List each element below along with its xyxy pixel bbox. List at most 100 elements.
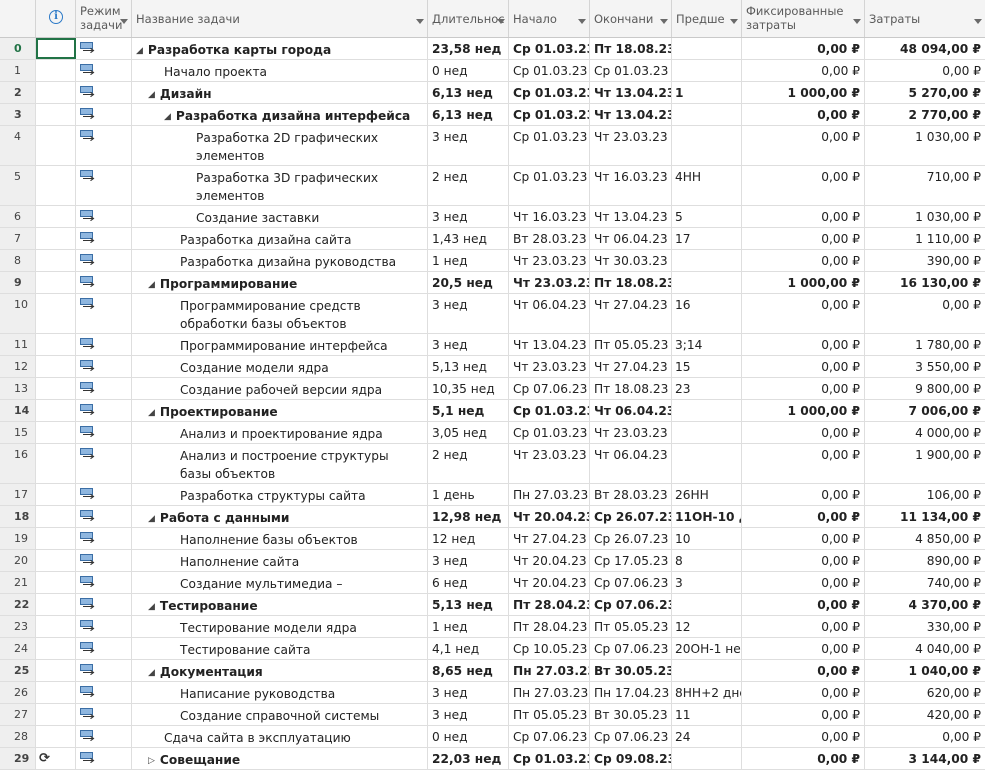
cost-cell[interactable]: 0,00 ₽	[942, 298, 981, 312]
finish-cell[interactable]: Ср 26.07.23	[590, 506, 672, 527]
cost-cell[interactable]: 890,00 ₽	[926, 554, 981, 568]
indicator-cell[interactable]	[36, 378, 76, 399]
start-cell[interactable]: Ср 01.03.23	[509, 82, 590, 103]
predecessors-cell[interactable]: 3;14	[672, 334, 742, 355]
finish-cell[interactable]: Пт 05.05.23	[590, 616, 672, 637]
task-mode-cell[interactable]	[76, 506, 132, 527]
task-row[interactable]: 20 Наполнение сайта 3 нед Чт 20.04.23 Ср 17.…	[0, 550, 985, 572]
task-name-cell[interactable]: Программирование интерфейса	[132, 334, 428, 355]
task-name-cell[interactable]: ◢ Работа с данными	[132, 506, 428, 527]
duration-cell[interactable]: 22,03 нед	[428, 748, 509, 769]
task-row[interactable]: 16 Анализ и построение структуры базы объ…	[0, 444, 985, 484]
duration-cell[interactable]: 2 нед	[428, 444, 509, 483]
fixed-cost-cell[interactable]: 1 000,00 ₽	[742, 400, 865, 421]
task-mode-cell[interactable]	[76, 166, 132, 205]
duration-cell[interactable]: 5,13 нед	[428, 594, 509, 615]
dropdown-arrow-icon[interactable]	[497, 19, 505, 24]
task-row[interactable]: 1 Начало проекта 0 нед Ср 01.03.23 Ср 01.03.…	[0, 60, 985, 82]
task-name-cell[interactable]: Разработка структуры сайта	[132, 484, 428, 505]
start-cell[interactable]: Пн 27.03.23	[509, 660, 590, 681]
indicator-cell[interactable]	[36, 682, 76, 703]
finish-cell[interactable]: Чт 27.04.23	[590, 294, 672, 333]
task-mode-cell[interactable]	[76, 638, 132, 659]
task-mode-cell[interactable]	[76, 748, 132, 769]
task-row[interactable]: 13 Создание рабочей версии ядра 10,35 нед С…	[0, 378, 985, 400]
row-id[interactable]: 2	[0, 82, 36, 103]
predecessors-cell[interactable]: 3	[672, 572, 742, 593]
task-name-cell[interactable]: Сдача сайта в эксплуатацию	[132, 726, 428, 747]
duration-cell[interactable]: 12 нед	[428, 528, 509, 549]
task-name-cell[interactable]: Создание заставки	[132, 206, 428, 227]
indicator-cell[interactable]	[36, 60, 76, 81]
start-cell[interactable]: Чт 16.03.23	[509, 206, 590, 227]
fixed-cost-cell[interactable]: 0,00 ₽	[742, 748, 865, 769]
dropdown-arrow-icon[interactable]	[578, 19, 586, 24]
duration-cell[interactable]: 6,13 нед	[428, 104, 509, 125]
indicator-cell[interactable]	[36, 528, 76, 549]
duration-cell[interactable]: 10,35 нед	[428, 378, 509, 399]
start-cell[interactable]: Чт 27.04.23	[509, 528, 590, 549]
task-row[interactable]: 4 Разработка 2D графических элементов 3 не…	[0, 126, 985, 166]
task-row[interactable]: 14 ◢ Проектирование 5,1 нед Ср 01.03.23 Чт 06…	[0, 400, 985, 422]
indicator-cell[interactable]	[36, 422, 76, 443]
finish-cell[interactable]: Чт 23.03.23	[590, 126, 672, 165]
task-mode-cell[interactable]	[76, 334, 132, 355]
start-cell[interactable]: Чт 13.04.23	[509, 334, 590, 355]
task-mode-cell[interactable]	[76, 550, 132, 571]
indicator-cell[interactable]	[36, 616, 76, 637]
predecessors-cell[interactable]: 5	[672, 206, 742, 227]
fixed-cost-cell[interactable]: 0,00 ₽	[742, 228, 865, 249]
row-id[interactable]: 9	[0, 272, 36, 293]
dropdown-arrow-icon[interactable]	[730, 19, 738, 24]
cost-cell[interactable]: 4 850,00 ₽	[915, 532, 981, 546]
row-id[interactable]: 14	[0, 400, 36, 421]
fixed-cost-cell[interactable]: 0,00 ₽	[742, 704, 865, 725]
indicator-cell[interactable]	[36, 484, 76, 505]
row-id[interactable]: 3	[0, 104, 36, 125]
dropdown-arrow-icon[interactable]	[120, 19, 128, 24]
task-mode-cell[interactable]	[76, 660, 132, 681]
collapse-triangle-icon[interactable]: ◢	[148, 514, 155, 524]
collapse-triangle-icon[interactable]: ◢	[148, 90, 155, 100]
row-id[interactable]: 7	[0, 228, 36, 249]
finish-cell[interactable]: Ср 07.06.23	[590, 638, 672, 659]
task-name-cell[interactable]: ◢ Разработка дизайна интерфейса	[132, 104, 428, 125]
row-id[interactable]: 26	[0, 682, 36, 703]
task-name-cell[interactable]: Наполнение базы объектов	[132, 528, 428, 549]
duration-cell[interactable]: 3 нед	[428, 704, 509, 725]
predecessors-cell[interactable]	[672, 126, 742, 165]
predecessors-cell[interactable]: 20ОН-1 не	[672, 638, 742, 659]
row-id[interactable]: 25	[0, 660, 36, 681]
predecessors-cell[interactable]	[672, 38, 742, 59]
indicator-cell[interactable]	[36, 356, 76, 377]
task-row[interactable]: 2 ◢ Дизайн 6,13 нед Ср 01.03.23 Чт 13.04.23 1 1…	[0, 82, 985, 104]
task-name-cell[interactable]: Наполнение сайта	[132, 550, 428, 571]
task-row[interactable]: 29 ⟳ ▷ Совещание 22,03 нед Ср 01.03.23 Ср 09.0…	[0, 748, 985, 770]
task-mode-cell[interactable]	[76, 356, 132, 377]
cost-cell[interactable]: 9 800,00 ₽	[915, 382, 981, 396]
indicator-cell[interactable]	[36, 660, 76, 681]
finish-cell[interactable]: Пт 18.08.23	[590, 378, 672, 399]
task-name-cell[interactable]: ◢ Дизайн	[132, 82, 428, 103]
predecessors-cell[interactable]: 10	[672, 528, 742, 549]
duration-cell[interactable]: 5,1 нед	[428, 400, 509, 421]
duration-cell[interactable]: 3 нед	[428, 294, 509, 333]
indicator-cell[interactable]	[36, 638, 76, 659]
start-cell[interactable]: Пт 05.05.23	[509, 704, 590, 725]
predecessors-cell[interactable]	[672, 400, 742, 421]
duration-cell[interactable]: 20,5 нед	[428, 272, 509, 293]
cost-cell[interactable]: 4 000,00 ₽	[915, 426, 981, 440]
finish-cell[interactable]: Ср 01.03.23	[590, 60, 672, 81]
start-cell[interactable]: Чт 23.03.23	[509, 356, 590, 377]
start-cell[interactable]: Ср 01.03.23	[509, 748, 590, 769]
cost-cell[interactable]: 16 130,00 ₽	[900, 276, 981, 290]
predecessors-cell[interactable]: 12	[672, 616, 742, 637]
task-name-cell[interactable]: Тестирование модели ядра	[132, 616, 428, 637]
task-row[interactable]: 18 ◢ Работа с данными 12,98 нед Чт 20.04.23 С…	[0, 506, 985, 528]
task-mode-cell[interactable]	[76, 38, 132, 59]
task-name-cell[interactable]: Программирование средств обработки базы …	[132, 294, 428, 333]
start-cell[interactable]: Пт 28.04.23	[509, 616, 590, 637]
task-name-cell[interactable]: ◢ Тестирование	[132, 594, 428, 615]
duration-cell[interactable]: 23,58 нед	[428, 38, 509, 59]
row-id[interactable]: 22	[0, 594, 36, 615]
